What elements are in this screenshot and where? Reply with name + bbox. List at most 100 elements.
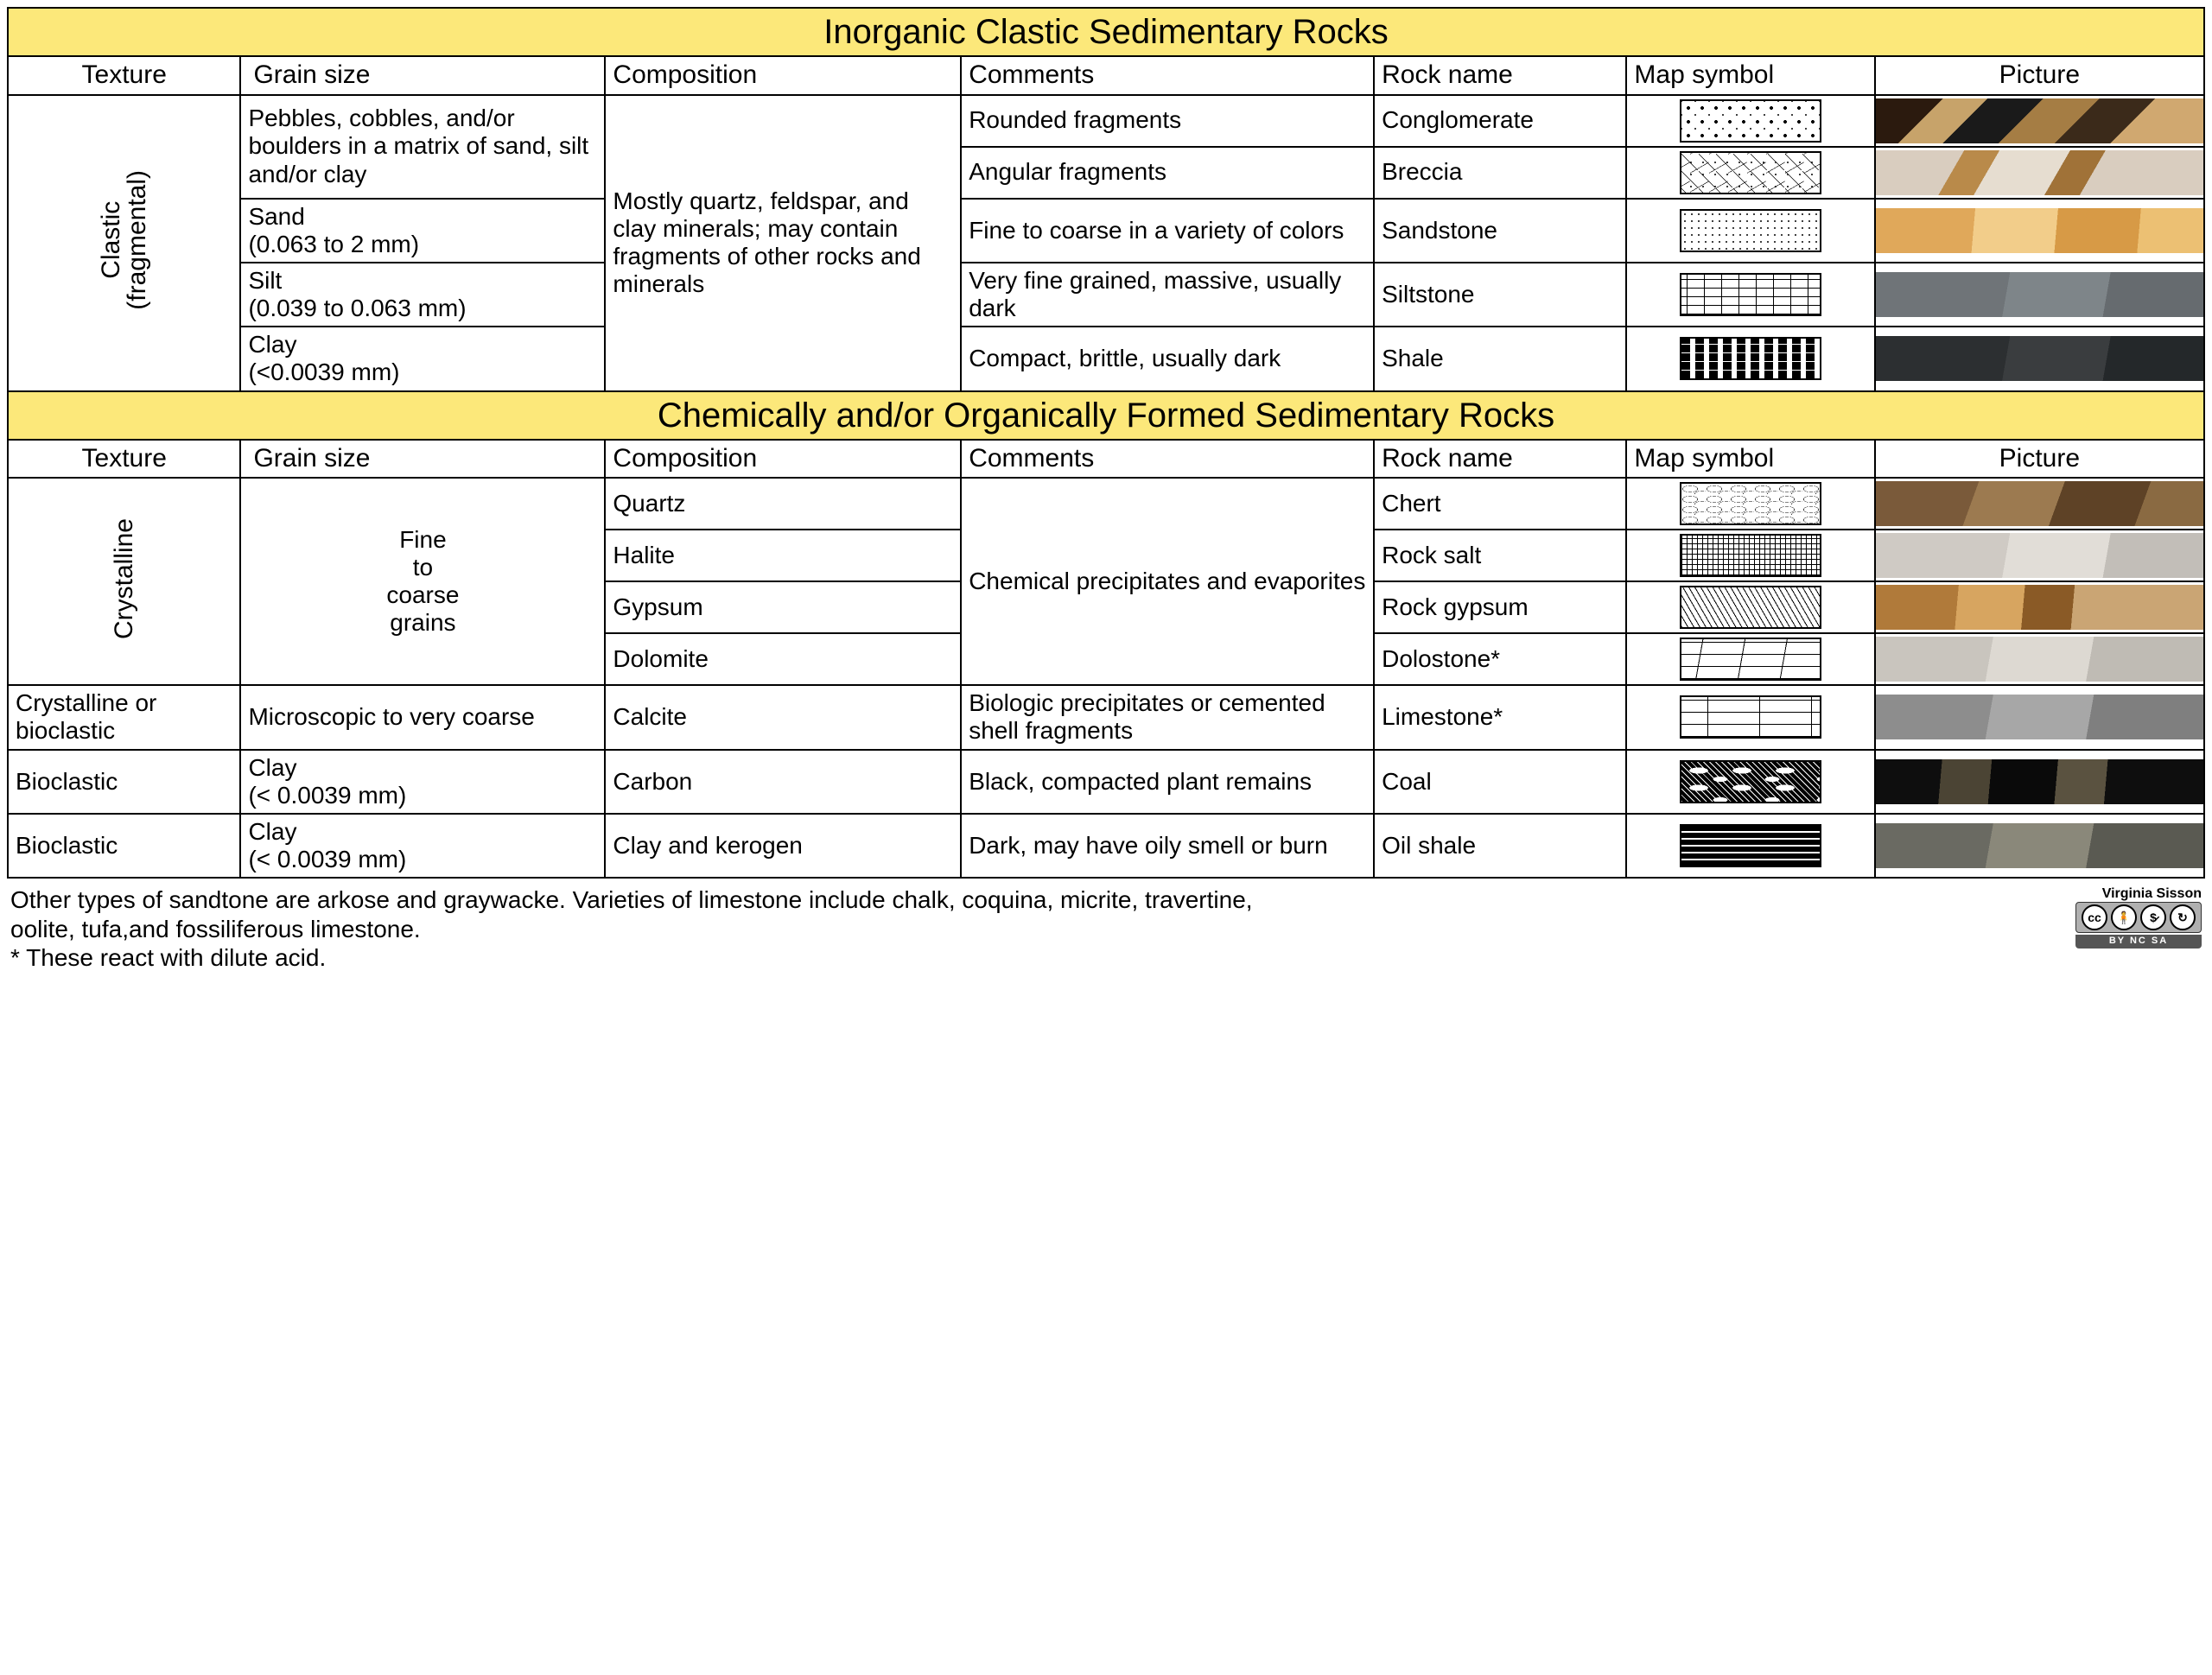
grain: Clay (< 0.0039 mm) (240, 750, 605, 814)
rock-picture (1876, 585, 2203, 630)
picture-cell (1875, 530, 2204, 581)
rock-picture (1876, 759, 2203, 804)
table-row: Bioclastic Clay (< 0.0039 mm) Clay and k… (8, 814, 2204, 878)
rock-name: Limestone* (1374, 685, 1626, 749)
picture-cell (1875, 685, 2204, 749)
comments: Biologic precipitates or cemented shell … (961, 685, 1374, 749)
footnote-line1: Other types of sandtone are arkose and g… (10, 885, 1253, 915)
cc-sa-icon: ↻ (2170, 904, 2196, 930)
symbol-limestone-icon (1680, 695, 1821, 739)
cc-nc-icon: $̷ (2140, 904, 2166, 930)
attribution-block: Virginia Sisson cc 🧍 $̷ ↻ BY NC SA (2075, 885, 2202, 948)
rock-picture (1876, 208, 2203, 253)
rock-picture (1876, 481, 2203, 526)
rock-name: Conglomerate (1374, 95, 1626, 147)
table-row: Bioclastic Clay (< 0.0039 mm) Carbon Bla… (8, 750, 2204, 814)
col-comments: Comments (961, 440, 1374, 479)
map-symbol (1626, 263, 1874, 327)
table-row: Clay (<0.0039 mm) Compact, brittle, usua… (8, 327, 2204, 390)
map-symbol (1626, 750, 1874, 814)
table-row: Sand (0.063 to 2 mm) Fine to coarse in a… (8, 199, 2204, 263)
map-symbol (1626, 581, 1874, 633)
rock-picture (1876, 336, 2203, 381)
rock-name: Sandstone (1374, 199, 1626, 263)
col-mapsymbol: Map symbol (1626, 56, 1874, 95)
grain-clay: Clay (<0.0039 mm) (240, 327, 605, 390)
grain-fine-coarse: Fine to coarse grains (240, 478, 605, 685)
symbol-rocksalt-icon (1680, 534, 1821, 577)
cc-icon: cc (2082, 904, 2107, 930)
col-grain: Grain size (240, 440, 605, 479)
comments: Fine to coarse in a variety of colors (961, 199, 1374, 263)
table-row: Crystalline Fine to coarse grains Quartz… (8, 478, 2204, 530)
picture-cell (1875, 147, 2204, 199)
rock-name: Chert (1374, 478, 1626, 530)
rock-name: Oil shale (1374, 814, 1626, 878)
rock-picture (1876, 637, 2203, 682)
section2-title: Chemically and/or Organically Formed Sed… (8, 391, 2204, 440)
comments: Angular fragments (961, 147, 1374, 199)
symbol-conglomerate-icon (1680, 99, 1821, 143)
picture-cell (1875, 814, 2204, 878)
cc-by-icon: 🧍 (2111, 904, 2137, 930)
texture: Bioclastic (8, 814, 240, 878)
rock-picture (1876, 98, 2203, 143)
rock-picture (1876, 823, 2203, 868)
table-row: Crystalline or bioclastic Microscopic to… (8, 685, 2204, 749)
texture-crystalline: Crystalline (8, 478, 240, 685)
table-row: Clastic (fragmental) Pebbles, cobbles, a… (8, 95, 2204, 147)
rock-picture (1876, 150, 2203, 195)
symbol-oilshale-icon (1680, 824, 1821, 867)
map-symbol (1626, 199, 1874, 263)
rock-name: Siltstone (1374, 263, 1626, 327)
symbol-coal-icon (1680, 760, 1821, 803)
comments: Rounded fragments (961, 95, 1374, 147)
rock-name: Dolostone* (1374, 633, 1626, 685)
col-grain: Grain size (240, 56, 605, 95)
picture-cell (1875, 95, 2204, 147)
map-symbol (1626, 633, 1874, 685)
picture-cell (1875, 633, 2204, 685)
composition: Clay and kerogen (605, 814, 961, 878)
picture-cell (1875, 199, 2204, 263)
author-name: Virginia Sisson (2075, 885, 2202, 902)
col-rockname: Rock name (1374, 440, 1626, 479)
picture-cell (1875, 263, 2204, 327)
composition: Gypsum (605, 581, 961, 633)
picture-cell (1875, 478, 2204, 530)
footnote-line3: * These react with dilute acid. (10, 943, 1253, 973)
col-picture: Picture (1875, 440, 2204, 479)
column-header-row: Texture Grain size Composition Comments … (8, 440, 2204, 479)
col-rockname: Rock name (1374, 56, 1626, 95)
col-picture: Picture (1875, 56, 2204, 95)
col-mapsymbol: Map symbol (1626, 440, 1874, 479)
cc-license-icon: cc 🧍 $̷ ↻ (2075, 902, 2202, 933)
col-texture: Texture (8, 56, 240, 95)
grain: Clay (< 0.0039 mm) (240, 814, 605, 878)
col-composition: Composition (605, 440, 961, 479)
symbol-dolostone-icon (1680, 638, 1821, 681)
map-symbol (1626, 814, 1874, 878)
sedimentary-rocks-table: Inorganic Clastic Sedimentary Rocks Text… (7, 7, 2205, 879)
texture: Bioclastic (8, 750, 240, 814)
footnote-line2: oolite, tufa,and fossiliferous limestone… (10, 915, 1253, 944)
col-composition: Composition (605, 56, 961, 95)
symbol-gypsum-icon (1680, 586, 1821, 629)
map-symbol (1626, 95, 1874, 147)
composition: Halite (605, 530, 961, 581)
section1-title: Inorganic Clastic Sedimentary Rocks (8, 8, 2204, 56)
composition: Carbon (605, 750, 961, 814)
map-symbol (1626, 530, 1874, 581)
column-header-row: Texture Grain size Composition Comments … (8, 56, 2204, 95)
comments-chem: Chemical precipitates and evaporites (961, 478, 1374, 685)
picture-cell (1875, 750, 2204, 814)
texture: Crystalline or bioclastic (8, 685, 240, 749)
symbol-chert-icon (1680, 482, 1821, 525)
picture-cell (1875, 581, 2204, 633)
comments: Black, compacted plant remains (961, 750, 1374, 814)
grain-pebbles: Pebbles, cobbles, and/or boulders in a m… (240, 95, 605, 199)
rock-picture (1876, 695, 2203, 739)
composition-clastic: Mostly quartz, feldspar, and clay minera… (605, 95, 961, 391)
rock-name: Coal (1374, 750, 1626, 814)
map-symbol (1626, 685, 1874, 749)
